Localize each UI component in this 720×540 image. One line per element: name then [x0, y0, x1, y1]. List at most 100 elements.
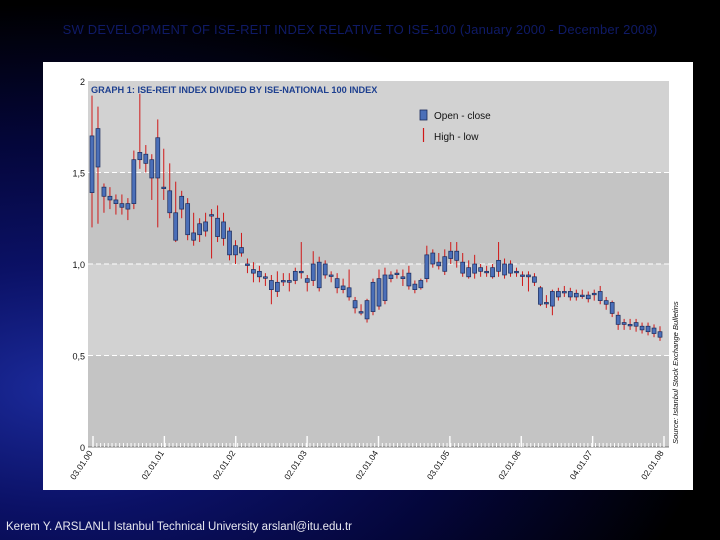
- candle-body: [478, 267, 483, 272]
- candle-body: [532, 276, 537, 283]
- candle-body: [101, 186, 107, 197]
- candle-body: [556, 291, 561, 298]
- candle-body: [550, 291, 555, 307]
- x-tick-label: 02.01.02: [211, 448, 238, 481]
- chart-title: GRAPH 1: ISE-REIT INDEX DIVIDED BY ISE-N…: [91, 85, 378, 95]
- candle-body: [245, 263, 250, 266]
- candle-body: [274, 281, 280, 292]
- candle-body: [251, 269, 256, 274]
- candle-body: [221, 221, 226, 239]
- candle-body: [119, 203, 125, 208]
- legend: Open - close High - low: [419, 109, 491, 143]
- candle-body: [490, 267, 495, 278]
- candle-body: [466, 267, 472, 278]
- slide-title: SW DEVELOPMENT OF ISE-REIT INDEX RELATIV…: [62, 22, 658, 37]
- x-tick-label: 02.01.06: [496, 448, 523, 481]
- candle-body: [418, 280, 424, 289]
- candle-body: [209, 214, 214, 217]
- candle-body: [227, 230, 232, 256]
- candle-body: [442, 256, 448, 272]
- candle-body: [149, 159, 155, 179]
- candle-body: [394, 272, 400, 275]
- candle-body: [460, 261, 466, 274]
- y-tick-label: 0: [80, 443, 85, 453]
- candle-body: [197, 223, 202, 236]
- candle-body: [579, 294, 585, 297]
- candle-body: [185, 203, 191, 236]
- candle-body: [382, 274, 388, 301]
- candle-body: [131, 159, 137, 204]
- candle-body: [179, 195, 185, 210]
- y-axis-ticks: 0 0,5 1,0 1,5 2: [72, 77, 85, 453]
- y-tick-label: 1,0: [72, 260, 85, 270]
- candle-body: [412, 283, 418, 290]
- candle-body: [107, 195, 113, 201]
- candle-body: [561, 291, 567, 294]
- candle-body: [376, 278, 382, 307]
- candle-body: [472, 263, 478, 274]
- candle-body: [645, 325, 651, 333]
- candle-body: [627, 324, 633, 327]
- candle-body: [454, 250, 460, 261]
- shaded-band-lower: [88, 355, 669, 447]
- candle-body: [155, 137, 161, 179]
- candle-body: [167, 190, 173, 214]
- candle-body: [514, 270, 519, 274]
- candle-body: [203, 221, 208, 232]
- candle-body: [567, 291, 573, 298]
- candle-body: [526, 274, 531, 278]
- candle-body: [286, 280, 292, 283]
- candle-body: [633, 322, 639, 327]
- candlestick-chart: 0 0,5 1,0 1,5 2 03.01.00 02.01.01 02.01.02 02.0…: [68, 77, 680, 482]
- candle-body: [269, 280, 274, 290]
- candle-body: [173, 212, 179, 241]
- candle-body: [233, 245, 238, 256]
- candle-body: [370, 281, 376, 312]
- candle-body: [657, 331, 663, 338]
- legend-box-swatch: [419, 109, 428, 121]
- candle-body: [400, 276, 406, 279]
- candle-body: [298, 270, 304, 274]
- candle-body: [436, 261, 442, 267]
- candle-body: [358, 311, 364, 314]
- candle-body: [215, 217, 220, 237]
- candle-body: [639, 325, 645, 331]
- x-tick-label: 04.01.07: [567, 448, 594, 481]
- candle-body: [448, 250, 454, 259]
- candle-body: [621, 322, 627, 325]
- candle-body: [573, 292, 579, 298]
- x-tick-label: 03.01.05: [425, 448, 452, 481]
- y-tick-label: 1,5: [72, 169, 85, 179]
- candle-body: [508, 263, 513, 274]
- candle-body: [484, 270, 489, 274]
- candle-body: [346, 287, 352, 298]
- candle-body: [424, 254, 430, 279]
- candle-body: [502, 263, 507, 276]
- candle-body: [609, 302, 615, 314]
- candle-body: [496, 259, 501, 272]
- gridlines: [88, 172, 669, 356]
- candle-body: [95, 128, 101, 168]
- candle-body: [89, 135, 95, 193]
- y-tick-label: 0,5: [72, 352, 85, 362]
- x-tick-label: 02.01.03: [282, 448, 309, 481]
- candle-body: [161, 186, 167, 189]
- candle-body: [316, 261, 322, 289]
- candle-body: [585, 294, 591, 300]
- candle-body: [143, 153, 149, 164]
- legend-open-close-label: Open - close: [434, 111, 491, 122]
- candle-body: [603, 300, 609, 305]
- candle-body: [322, 263, 328, 276]
- x-tick-label: 03.01.00: [68, 448, 95, 481]
- footer-credit: Kerem Y. ARSLANLI Istanbul Technical Uni…: [6, 521, 352, 533]
- candle-body: [364, 300, 370, 320]
- candle-body: [597, 291, 603, 301]
- candle-body: [430, 252, 436, 265]
- candles: [89, 93, 663, 341]
- candle-body: [137, 152, 143, 161]
- candle-body: [310, 263, 316, 281]
- y-tick-label: 2: [80, 77, 85, 87]
- legend-high-low-label: High - low: [434, 132, 479, 143]
- candle-body: [113, 199, 119, 204]
- candle-body: [388, 274, 394, 279]
